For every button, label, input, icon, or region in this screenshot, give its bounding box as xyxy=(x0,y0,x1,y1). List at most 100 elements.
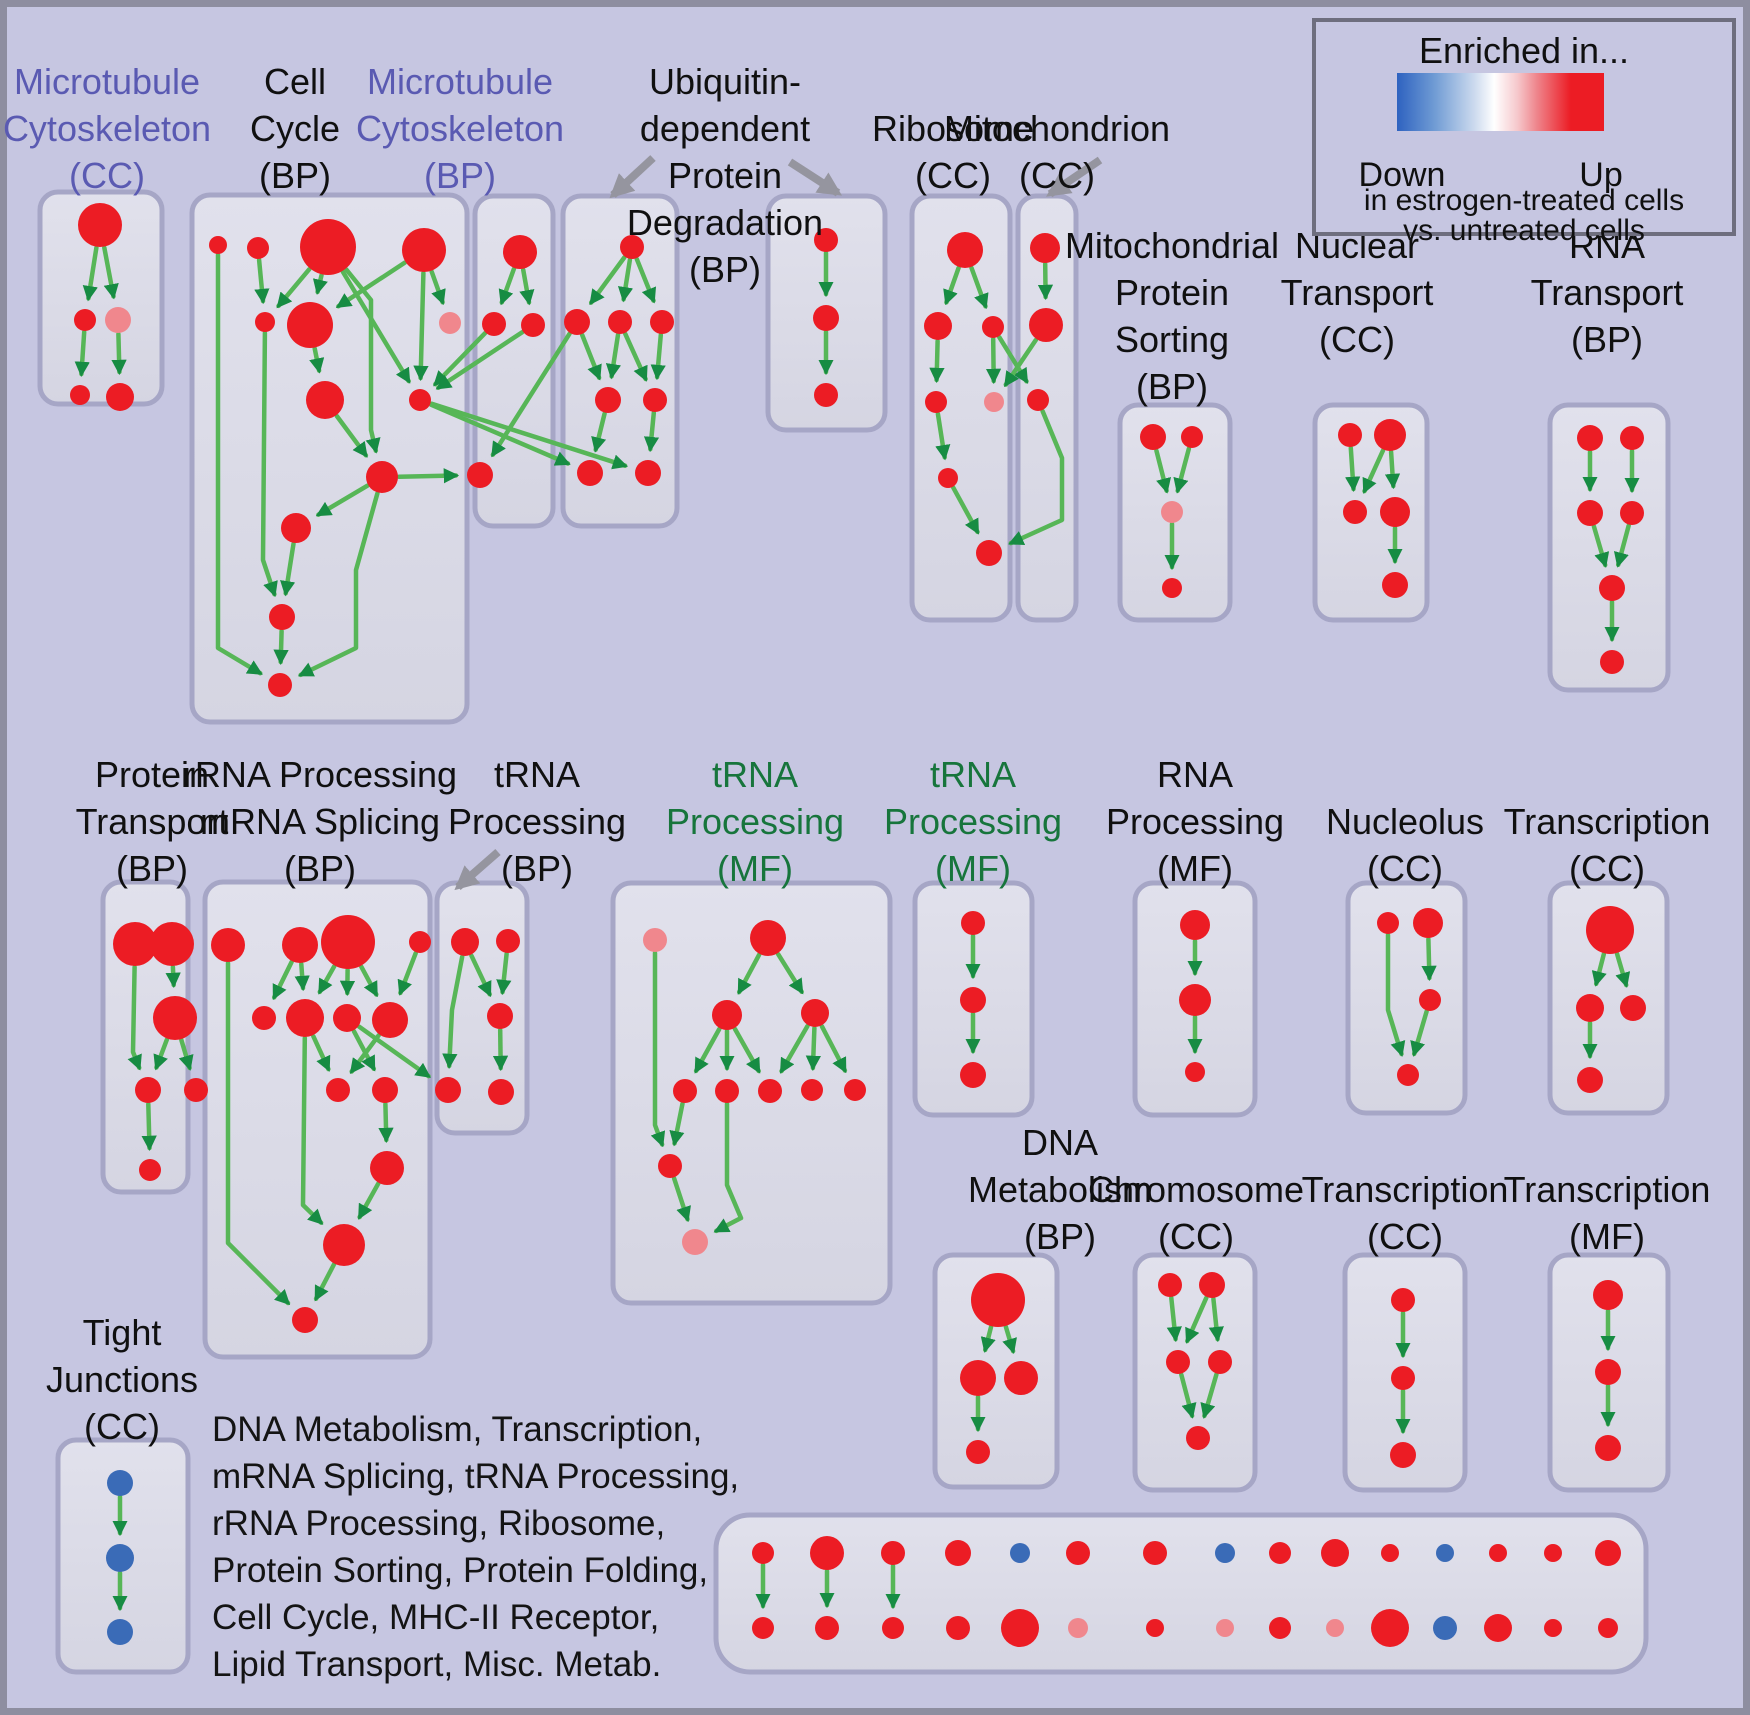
edge-arrow xyxy=(351,1029,377,1072)
group-label-mbp: Microtubule Cytoskeleton (BP) xyxy=(356,61,564,196)
edge-arrow xyxy=(311,1033,331,1072)
go-term-node xyxy=(1068,1618,1088,1638)
group-box-nucleolus xyxy=(1345,880,1468,1116)
legend-gradient-bar xyxy=(1397,73,1604,131)
go-term-node xyxy=(184,1078,208,1102)
edge-arrow xyxy=(498,266,517,306)
group-label-rib: Ribosome (CC) xyxy=(872,108,1034,196)
group-label-tmfsmall: tRNA Processing (MF) xyxy=(884,754,1062,889)
layer-edges xyxy=(74,155,1640,1612)
go-term-node xyxy=(1338,423,1362,447)
go-term-node xyxy=(153,996,197,1040)
edge-arrow xyxy=(102,245,119,300)
go-term-node xyxy=(323,1224,365,1266)
go-term-node xyxy=(150,922,194,966)
edge-arrow xyxy=(335,260,408,309)
edge-arrow xyxy=(805,1025,822,1072)
edge-arrow xyxy=(634,256,657,304)
edge-arrow xyxy=(294,961,310,992)
edge-arrow xyxy=(312,273,328,295)
edge-arrow xyxy=(650,332,666,381)
go-term-node xyxy=(402,228,446,272)
go-term-node xyxy=(577,460,603,486)
note-line: mRNA Splicing, tRNA Processing, xyxy=(212,1457,740,1496)
go-term-node xyxy=(70,385,90,405)
go-term-node xyxy=(1269,1617,1291,1639)
legend-subtitle-1: in estrogen-treated cells xyxy=(1363,184,1685,217)
group-label-rrna: rRNA Processing mRNA Splicing (BP) xyxy=(183,754,457,889)
edge-arrow xyxy=(605,332,622,380)
go-term-node xyxy=(810,1536,844,1570)
go-term-node xyxy=(370,1151,404,1185)
go-term-node xyxy=(960,1360,996,1396)
go-term-node xyxy=(107,1619,133,1645)
group-label-tcc3: Transcription (CC) xyxy=(1302,1169,1509,1257)
edge-arrow xyxy=(650,950,666,1148)
edge-arrow xyxy=(775,951,804,995)
group-box-rrna xyxy=(202,879,433,1360)
edge-arrow xyxy=(732,1026,761,1074)
go-term-node xyxy=(1066,1541,1090,1565)
go-term-node xyxy=(881,1541,905,1565)
go-term-node xyxy=(682,1229,708,1255)
go-term-node xyxy=(945,1540,971,1566)
go-term-node xyxy=(961,911,985,935)
go-term-node xyxy=(1374,419,1406,451)
go-term-node xyxy=(1377,912,1399,934)
edge-arrow xyxy=(271,959,294,1001)
go-term-node xyxy=(643,928,667,952)
legend-box: Enriched in... Down Up in estrogen-treat… xyxy=(1312,18,1736,247)
go-term-node xyxy=(451,928,479,956)
note-line: Cell Cycle, MHC-II Receptor, xyxy=(212,1598,660,1637)
go-term-node xyxy=(673,1079,697,1103)
go-term-node xyxy=(1595,1359,1621,1385)
go-term-node xyxy=(1030,233,1060,263)
edge-arrow xyxy=(435,329,525,391)
go-term-node xyxy=(1489,1544,1507,1562)
go-term-node xyxy=(1180,910,1210,940)
edge-arrow xyxy=(1179,1372,1197,1419)
edge-arrow xyxy=(1421,936,1437,982)
edge-arrow xyxy=(1002,1324,1017,1355)
go-term-node xyxy=(281,513,311,543)
go-term-node xyxy=(1586,906,1634,954)
group-box-chrom xyxy=(1132,1252,1258,1493)
group-label-cc: Cell Cycle (BP) xyxy=(250,61,340,196)
group-label-ubqA: Ubiquitin-dependent Protein Degradation (BP… xyxy=(627,61,823,290)
edge-arrow xyxy=(225,960,291,1306)
edge-arrow xyxy=(591,411,607,453)
go-term-node xyxy=(1436,1544,1454,1562)
edge-arrow xyxy=(951,485,980,535)
go-term-node xyxy=(938,468,958,488)
edge-arrow xyxy=(340,269,411,384)
go-term-node xyxy=(814,383,838,407)
edge-arrow xyxy=(1345,445,1361,493)
go-term-node xyxy=(1208,1350,1232,1374)
edge-arrow xyxy=(334,413,369,458)
edge-arrow xyxy=(396,468,460,484)
go-term-node xyxy=(643,388,667,412)
go-term-node xyxy=(1199,1272,1225,1298)
note-line: rRNA Processing, Ribosome, xyxy=(212,1504,666,1543)
group-box-misc xyxy=(713,1512,1649,1675)
group-label-chrom: Chromosome (CC) xyxy=(1088,1169,1304,1257)
go-term-node xyxy=(758,1079,782,1103)
edge-arrow xyxy=(317,964,337,995)
edge-arrow xyxy=(260,330,278,598)
edge-arrow xyxy=(969,265,989,310)
edge-arrow xyxy=(1154,448,1171,494)
layer-labels: Microtubule Cytoskeleton (CC) Cell Cycle (BP)… xyxy=(3,61,1710,1447)
edge-arrow xyxy=(1613,523,1631,568)
group-box-tcc2 xyxy=(1547,880,1670,1116)
edge-arrow xyxy=(82,245,99,302)
edge-arrow xyxy=(1166,1295,1182,1343)
edge-arrow xyxy=(397,950,418,996)
go-term-node xyxy=(409,931,431,953)
go-term-node xyxy=(135,1077,161,1103)
note-line: DNA Metabolism, Transcription, xyxy=(212,1410,703,1449)
go-term-node xyxy=(960,987,986,1013)
note-line: Protein Sorting, Protein Folding, xyxy=(212,1551,709,1590)
go-term-node xyxy=(247,237,269,259)
go-term-node xyxy=(467,462,493,488)
